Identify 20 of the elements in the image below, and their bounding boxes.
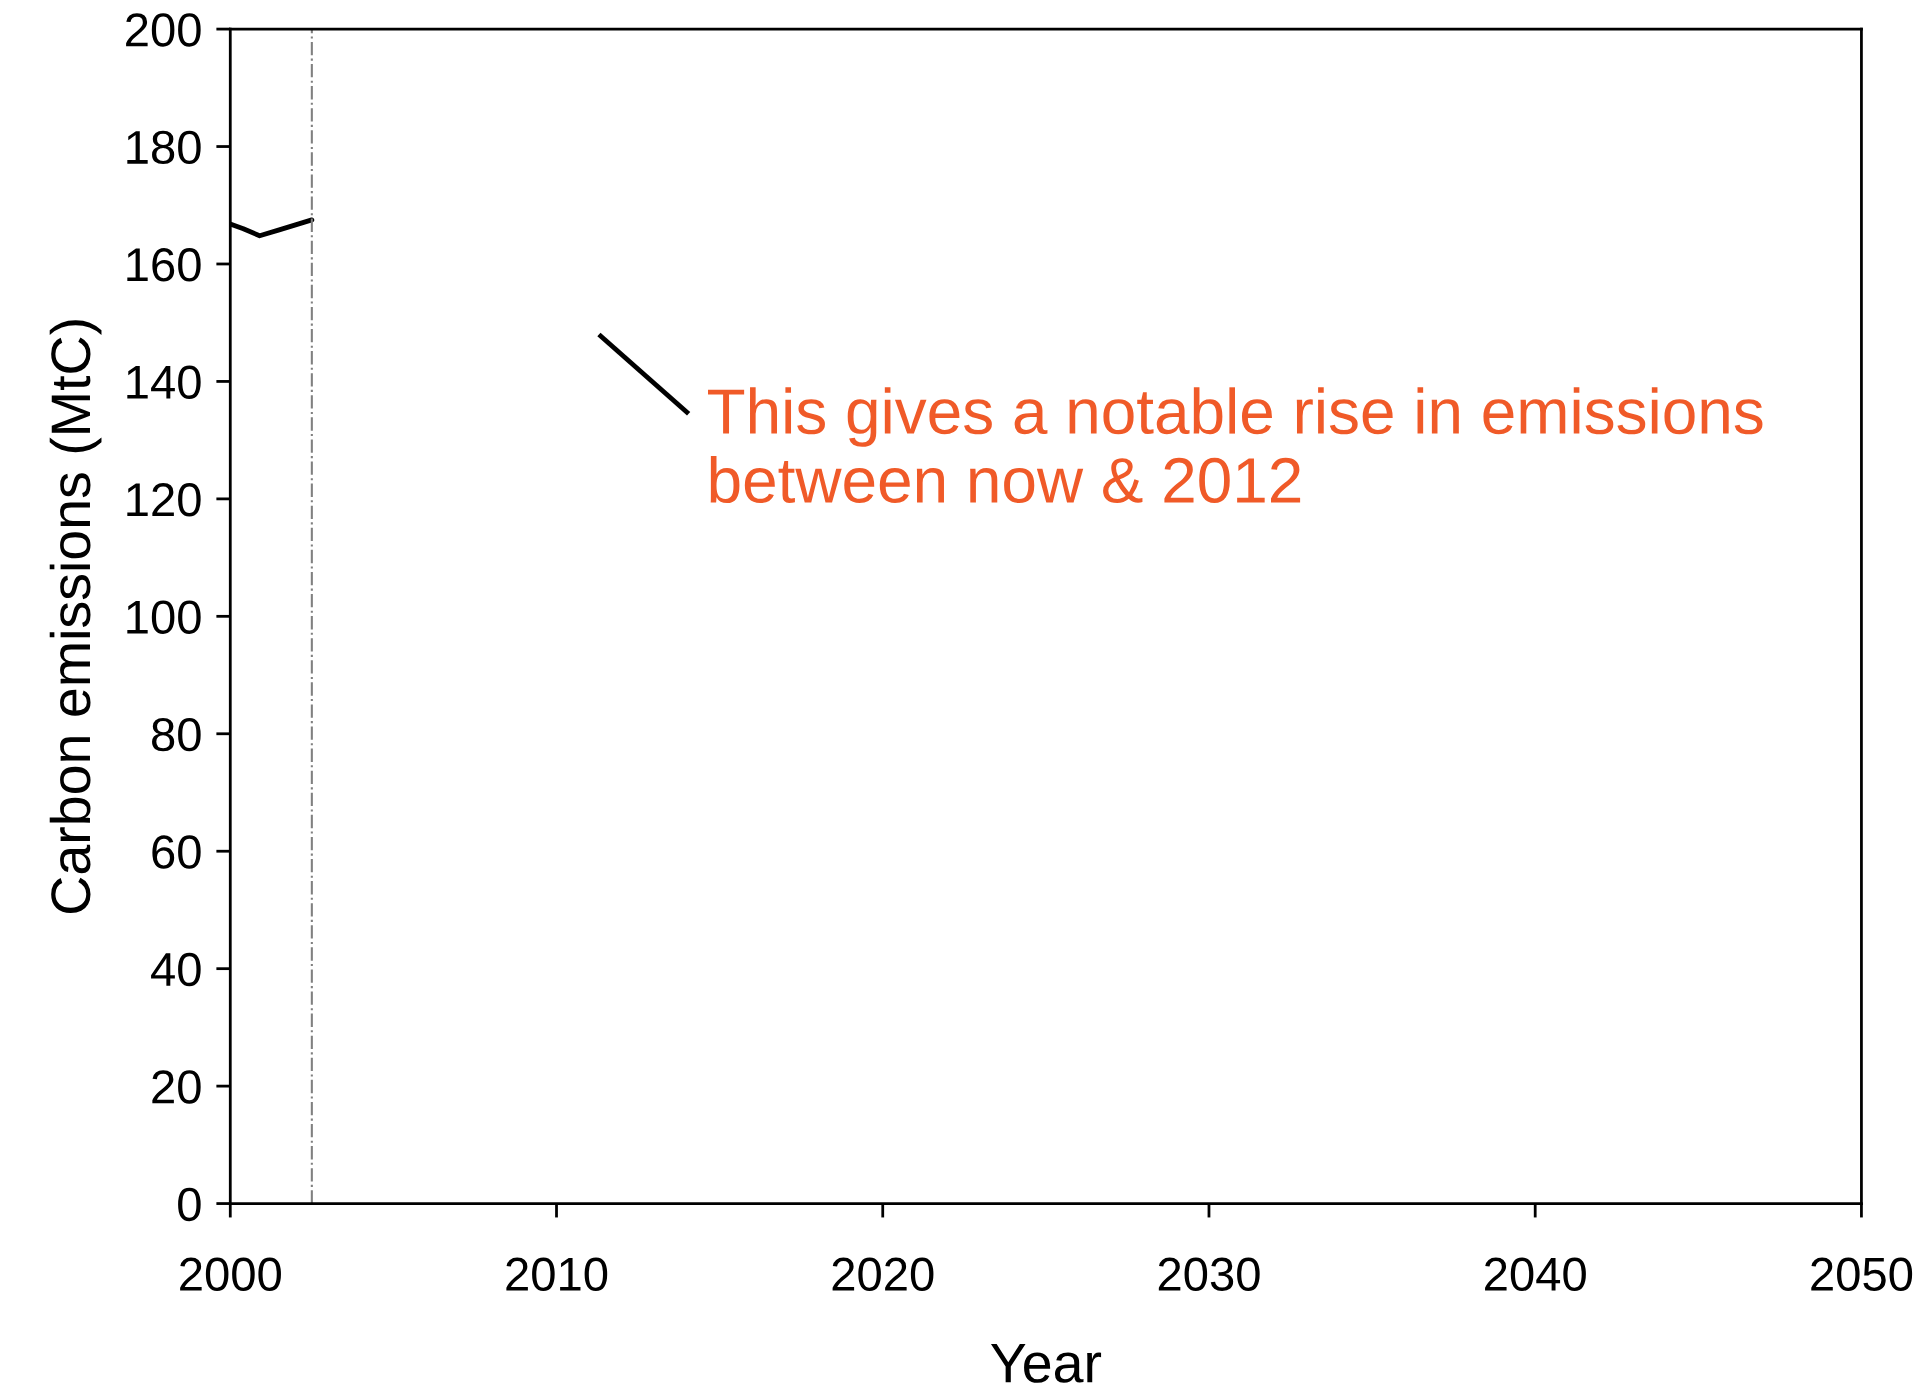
y-tick-label: 20	[152, 1070, 201, 1104]
y-tick-label: 120	[127, 483, 201, 517]
x-tick-label: 2000	[180, 1257, 281, 1292]
y-tick-label: 80	[152, 717, 201, 752]
x-axis-title: Year	[990, 1344, 1102, 1383]
x-tick-label: 2010	[506, 1257, 608, 1292]
x-tick-label: 2040	[1485, 1257, 1586, 1292]
y-tick-label: 40	[151, 952, 201, 987]
x-tick-label: 2030	[1158, 1257, 1260, 1292]
y-tick-label: 60	[152, 835, 201, 869]
y-tick-label: 160	[127, 248, 201, 282]
y-tick-label: 180	[127, 130, 201, 165]
y-tick-label: 140	[127, 365, 201, 399]
y-tick-label: 100	[127, 600, 201, 634]
y-tick-label: 0	[178, 1187, 201, 1222]
annotation: This gives a notable rise in emissions between now & 2012	[708, 387, 1763, 504]
x-tick-label: 2020	[832, 1257, 934, 1292]
x-tick-label: 2050	[1811, 1257, 1913, 1292]
y-tick-label: 200	[126, 13, 201, 47]
y-axis-title: Carbon emissions (MtC)	[49, 320, 102, 913]
